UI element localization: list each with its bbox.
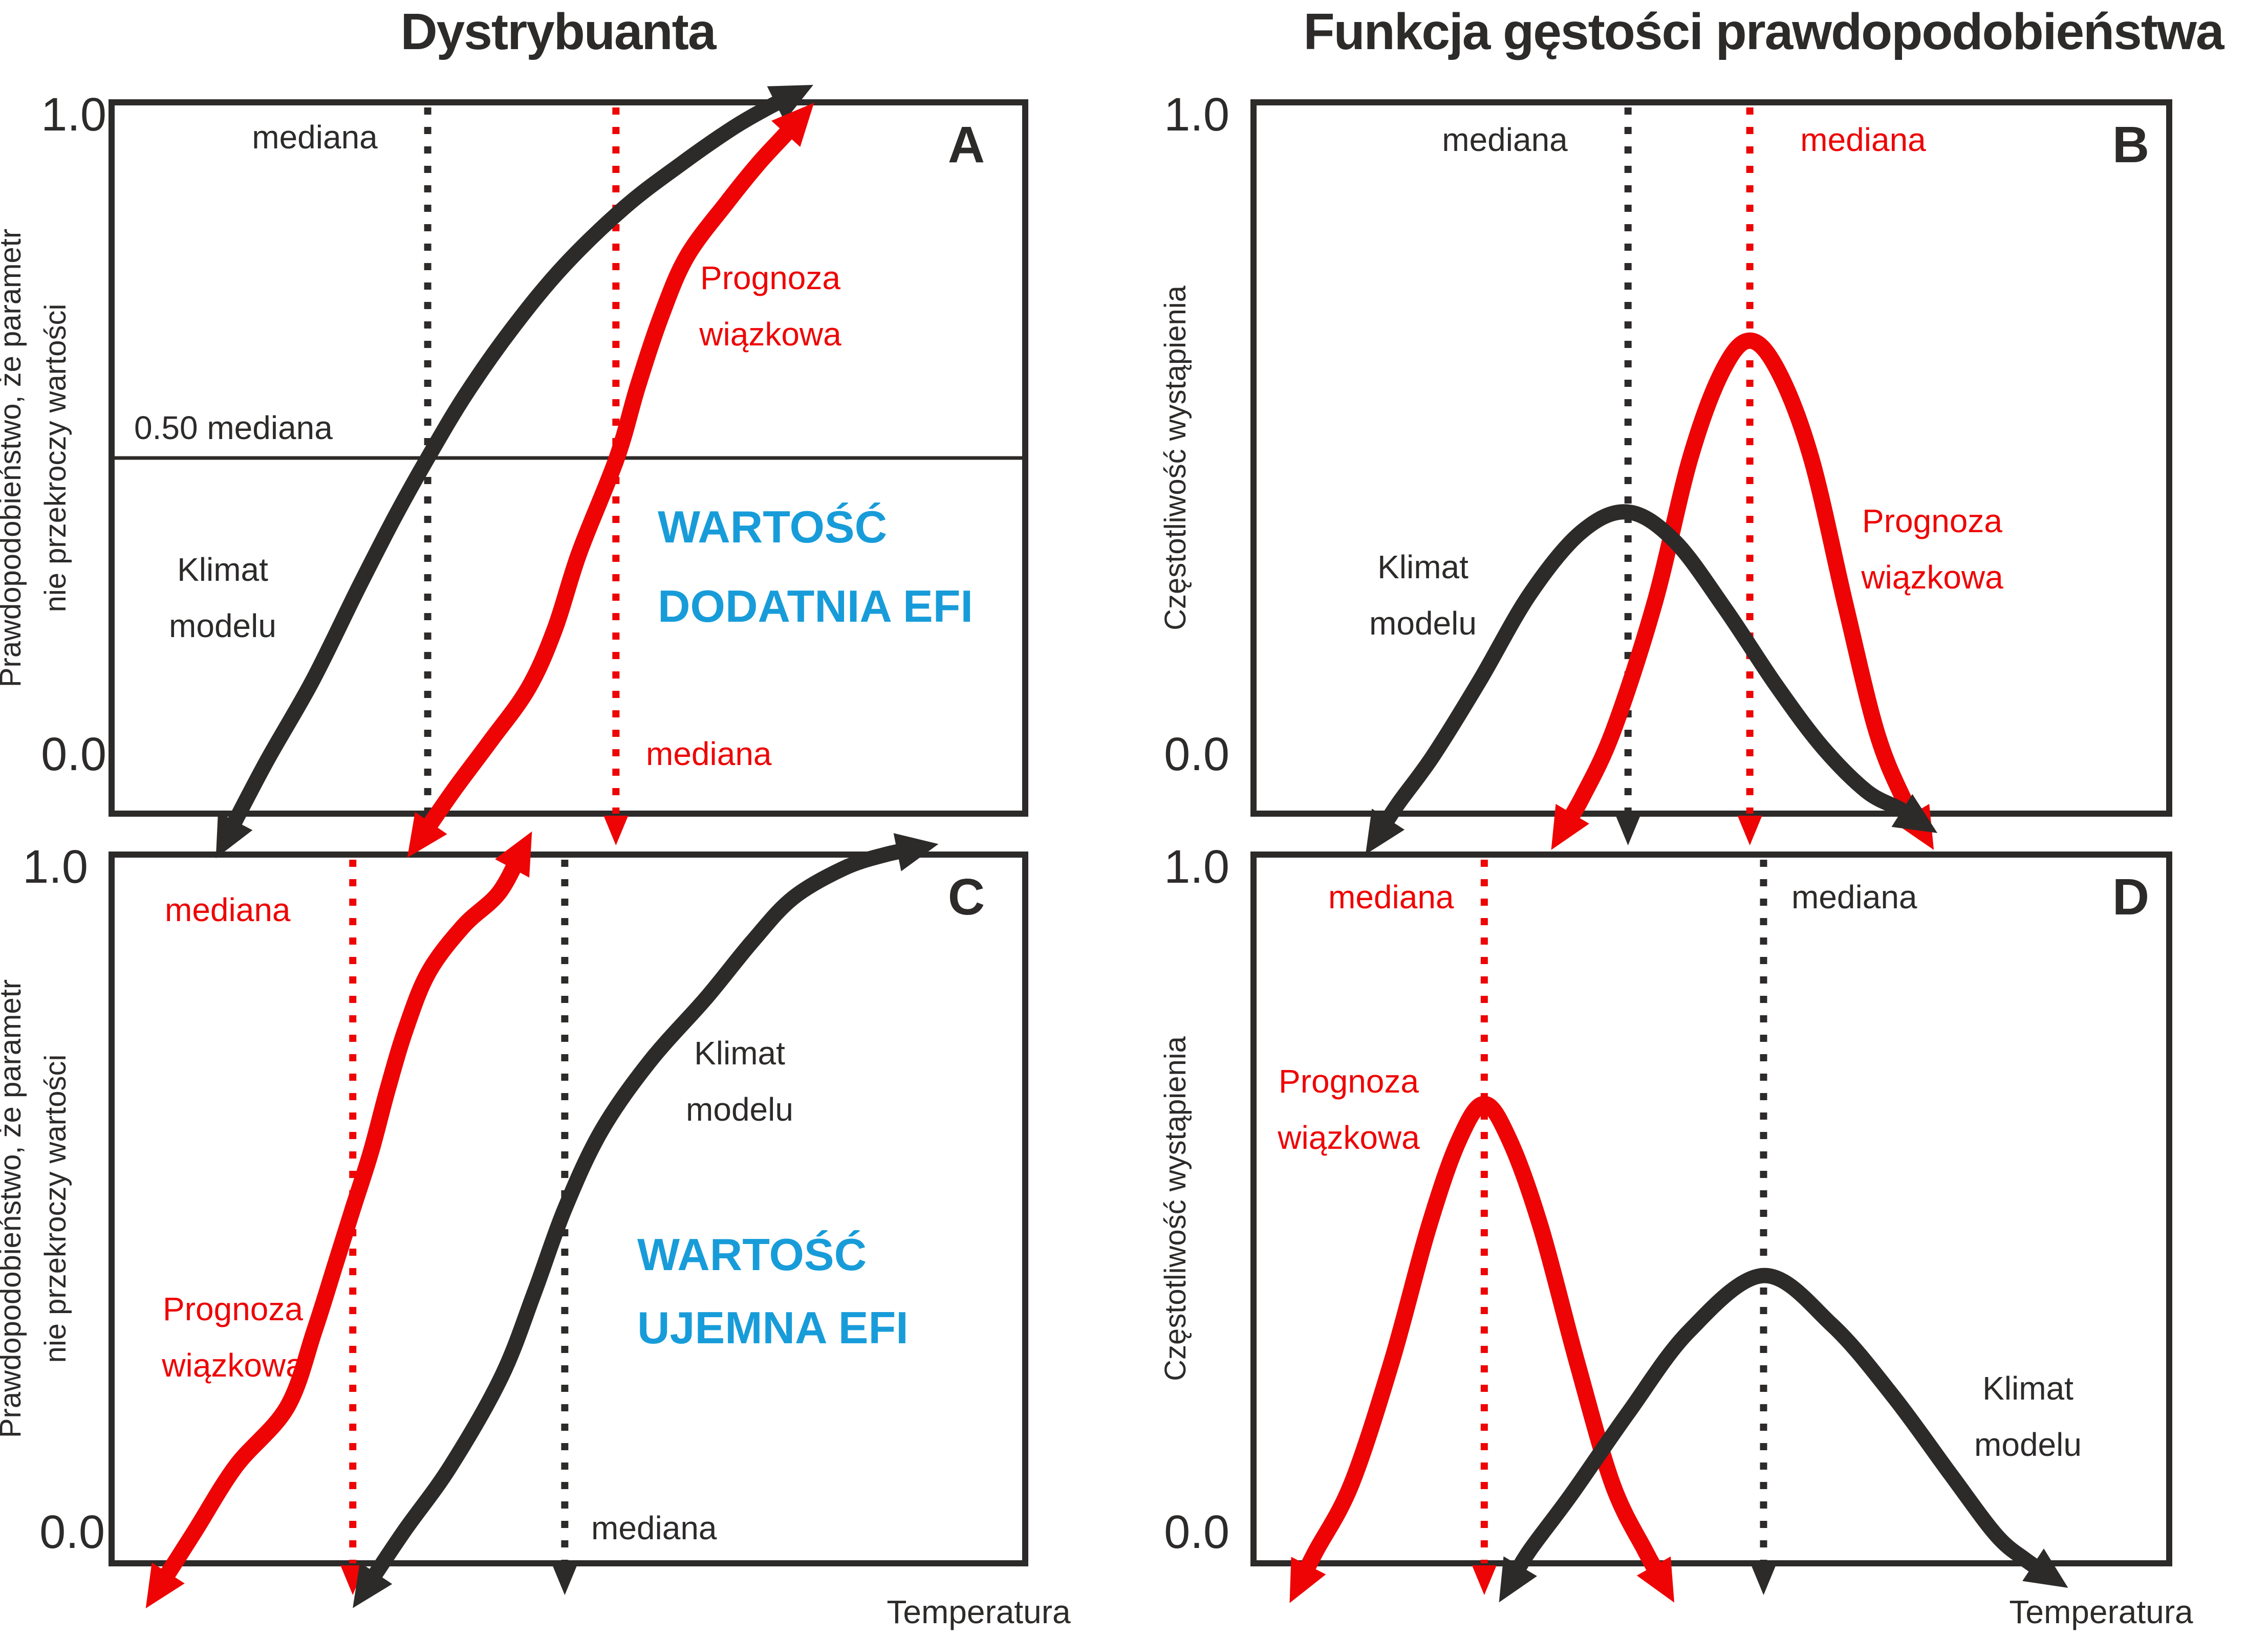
panel-c-tick-bottom: 0.0 bbox=[39, 1506, 105, 1558]
panel-d-median-red-label: mediana bbox=[1328, 879, 1454, 915]
panel-a-letter: A bbox=[948, 116, 985, 173]
panel-a-half-median-label: 0.50 mediana bbox=[134, 409, 333, 446]
panel-a-efi-positive-2: DODATNIA EFI bbox=[658, 581, 973, 631]
panel-a-forecast-label-2: wiązkowa bbox=[699, 316, 841, 353]
panel-b-curves bbox=[1365, 107, 1938, 855]
panel-a-tick-top: 1.0 bbox=[41, 89, 106, 141]
curve-end-arrow-b bbox=[1891, 794, 1938, 833]
curve-klimat-modelu-b bbox=[1369, 504, 1927, 844]
panel-d-frame bbox=[1250, 852, 2172, 1566]
panel-d-climate-label-2: modelu bbox=[1974, 1426, 2082, 1463]
curve-start-arrow-c bbox=[353, 1562, 393, 1608]
panel-c-efi-negative-1: WARTOŚĆ bbox=[637, 1229, 867, 1280]
curve-start-arrow-a bbox=[407, 812, 447, 858]
panel-c-frame bbox=[109, 852, 1028, 1566]
curve-prognoza-wiązkowa-a bbox=[411, 110, 808, 848]
curve-prognoza-wiązkowa-b bbox=[1553, 332, 1931, 840]
panel-c-curves bbox=[145, 831, 939, 1609]
curve-start-arrow-a bbox=[215, 812, 253, 859]
curve-end-arrow-d bbox=[1636, 1556, 1675, 1603]
panel-a-ylabel-line1: Prawdopodobieństwo, że parametr bbox=[0, 229, 27, 687]
panel-a-median-red-label: mediana bbox=[646, 735, 772, 772]
panel-c-tick-top: 1.0 bbox=[23, 841, 88, 893]
median-arrow-ink-d bbox=[1751, 1565, 1776, 1595]
curve-klimat-modelu-d bbox=[1502, 1268, 2058, 1592]
panel-d-curves bbox=[1289, 860, 2068, 1603]
panel-c-letter: C bbox=[948, 868, 985, 926]
panel-c-climate-label-1: Klimat bbox=[694, 1035, 785, 1072]
panel-c-median-black-label: mediana bbox=[591, 1510, 717, 1546]
panel-b-forecast-label-1: Prognoza bbox=[1862, 503, 2002, 539]
panel-c-climate-label-2: modelu bbox=[686, 1091, 793, 1128]
curve-klimat-modelu-a bbox=[218, 86, 802, 847]
curve-klimat-modelu-c bbox=[357, 840, 925, 1598]
curve-prognoza-wiązkowa-d bbox=[1291, 1096, 1672, 1592]
panel-b-frame bbox=[1250, 99, 2172, 817]
panel-b-tick-top: 1.0 bbox=[1164, 89, 1229, 141]
panel-c-ylabel-line2: nie przekroczy wartości bbox=[39, 1055, 72, 1363]
panel-c-xlabel: Temperatura bbox=[887, 1594, 1071, 1630]
curve-end-arrow-a bbox=[767, 84, 813, 121]
curve-end-arrow-c bbox=[893, 833, 939, 871]
curve-start-arrow-d bbox=[1289, 1557, 1326, 1603]
median-arrow-red-b bbox=[1737, 816, 1762, 845]
median-arrow-red-a bbox=[603, 816, 629, 845]
panel-d-median-black-label: mediana bbox=[1791, 879, 1917, 915]
curve-start-arrow-d bbox=[1499, 1556, 1537, 1603]
median-arrow-ink-b bbox=[1615, 816, 1640, 845]
panel-a-median-black-label: mediana bbox=[252, 119, 378, 156]
curve-start-arrow-b bbox=[1551, 803, 1589, 850]
panel-c-forecast-label-2: wiązkowa bbox=[161, 1347, 304, 1384]
panel-a-climate-label-1: Klimat bbox=[177, 551, 268, 588]
panel-a-curves bbox=[215, 84, 814, 859]
panel-c-efi-negative-2: UJEMNA EFI bbox=[637, 1302, 909, 1353]
title-cdf: Dystrybuanta bbox=[400, 3, 717, 60]
panel-b-letter: B bbox=[2112, 116, 2149, 173]
median-arrow-red-d bbox=[1472, 1565, 1497, 1595]
panel-b-tick-bottom: 0.0 bbox=[1164, 728, 1229, 780]
curve-end-arrow-a bbox=[771, 102, 814, 147]
panel-c-median-red-label: mediana bbox=[165, 891, 291, 928]
curve-end-arrow-d bbox=[2022, 1548, 2068, 1588]
panel-c-ylabel-line1: Prawdopodobieństwo, że parametr bbox=[0, 979, 27, 1438]
panel-d-letter: D bbox=[2112, 868, 2149, 926]
curve-start-arrow-c bbox=[145, 1562, 185, 1609]
panel-d-climate-label-1: Klimat bbox=[1982, 1370, 2073, 1407]
panel-b-climate-label-2: modelu bbox=[1369, 605, 1477, 642]
panel-a-climate-label-2: modelu bbox=[169, 607, 276, 644]
panel-d-xlabel: Temperatura bbox=[2009, 1594, 2193, 1630]
curve-end-arrow-c bbox=[495, 831, 532, 878]
median-arrow-ink-c bbox=[552, 1565, 577, 1595]
panel-a-tick-bottom: 0.0 bbox=[41, 728, 106, 780]
panel-b-climate-label-1: Klimat bbox=[1377, 549, 1468, 585]
title-pdf: Funkcja gęstości prawdopodobieństwa bbox=[1304, 3, 2225, 60]
panel-a-efi-positive-1: WARTOŚĆ bbox=[658, 501, 887, 552]
panel-c-forecast-label-1: Prognoza bbox=[163, 1291, 303, 1327]
panel-a-forecast-label-1: Prognoza bbox=[700, 259, 840, 296]
panel-a-ylabel-line2: nie przekroczy wartości bbox=[39, 304, 72, 613]
panel-d-forecast-label-1: Prognoza bbox=[1279, 1063, 1419, 1100]
panel-d-tick-bottom: 0.0 bbox=[1164, 1506, 1229, 1558]
panel-b-median-black-label: mediana bbox=[1442, 121, 1568, 158]
panel-d-tick-top: 1.0 bbox=[1164, 841, 1229, 893]
panel-d-forecast-label-2: wiązkowa bbox=[1277, 1119, 1420, 1156]
panel-b-median-red-label: mediana bbox=[1800, 121, 1926, 158]
panel-b-forecast-label-2: wiązkowa bbox=[1861, 559, 2003, 596]
panel-b-ylabel: Częstotliwość wystąpienia bbox=[1159, 285, 1192, 630]
panel-d-ylabel: Częstotliwość wystąpienia bbox=[1159, 1036, 1192, 1381]
curve-prognoza-wiązkowa-c bbox=[149, 842, 530, 1599]
curve-start-arrow-b bbox=[1365, 809, 1405, 855]
